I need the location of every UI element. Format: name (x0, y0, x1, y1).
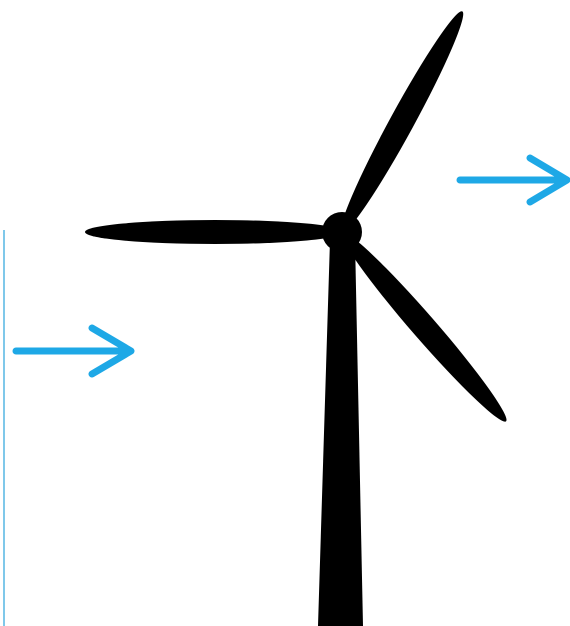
page (0, 0, 570, 626)
blade (85, 220, 345, 244)
background (0, 0, 570, 626)
wind-turbine-illustration (0, 0, 570, 626)
hub (322, 212, 362, 252)
